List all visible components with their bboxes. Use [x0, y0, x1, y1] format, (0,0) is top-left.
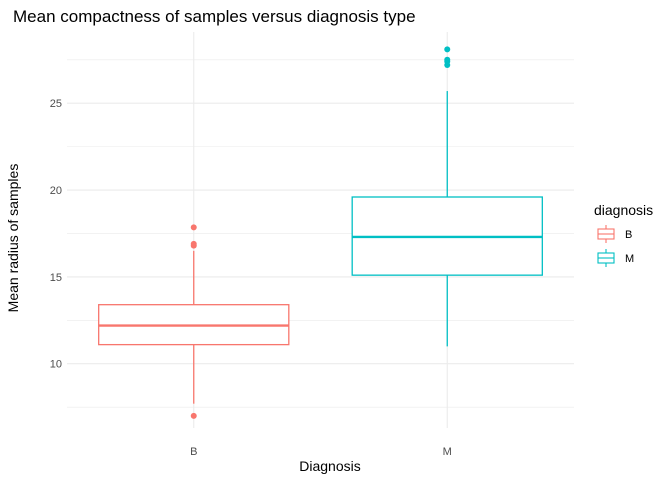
- y-tick-label: 10: [50, 359, 62, 371]
- x-tick-label: B: [190, 446, 197, 458]
- legend-key-M: [597, 249, 615, 267]
- box-M: [351, 46, 543, 347]
- y-tick-label: 20: [50, 185, 62, 197]
- outlier-point: [444, 46, 451, 53]
- legend: diagnosis BM: [594, 202, 653, 267]
- boxes: [98, 46, 543, 419]
- legend-label: M: [625, 253, 634, 265]
- y-tick-label: 15: [50, 272, 62, 284]
- outlier-point: [190, 240, 197, 247]
- y-axis-title: Mean radius of samples: [5, 164, 21, 313]
- x-axis-title: Diagnosis: [299, 458, 360, 474]
- x-tick-label: M: [443, 446, 452, 458]
- legend-key-B: [597, 225, 615, 243]
- box-B: [98, 224, 290, 419]
- outlier-point: [444, 56, 451, 63]
- outlier-point: [190, 412, 197, 419]
- outlier-point: [190, 224, 197, 231]
- legend-title: diagnosis: [594, 202, 653, 218]
- legend-label: B: [625, 229, 632, 241]
- chart-title: Mean compactness of samples versus diagn…: [13, 7, 416, 26]
- y-tick-labels: 10 15 20 25: [50, 98, 62, 371]
- y-tick-label: 25: [50, 98, 62, 110]
